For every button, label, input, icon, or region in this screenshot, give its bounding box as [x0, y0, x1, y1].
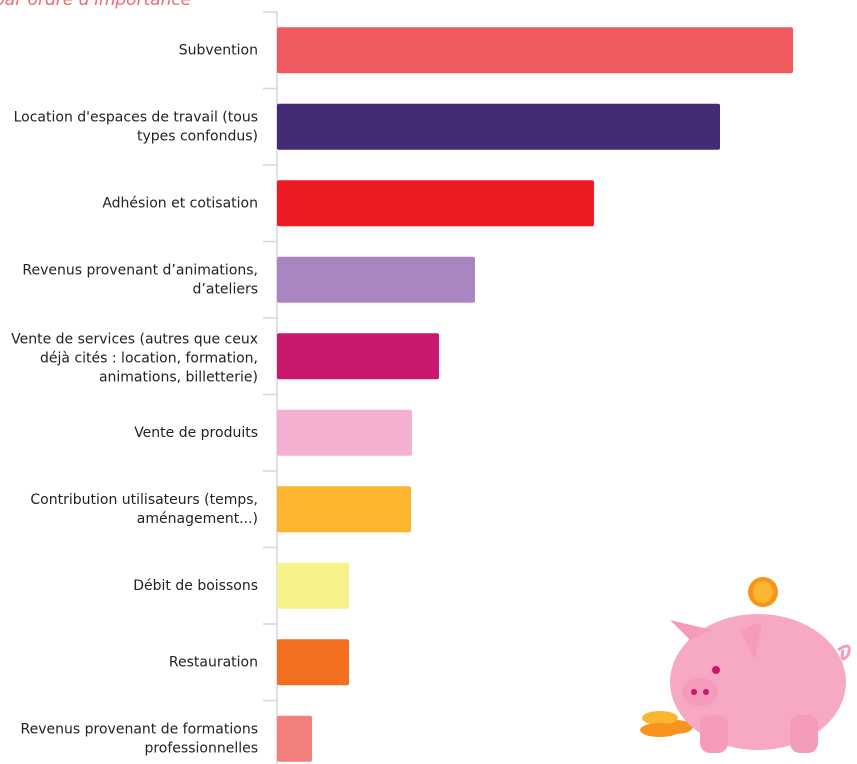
bar [277, 715, 312, 762]
bar [277, 27, 793, 74]
category-label: aménagement...) [137, 511, 258, 527]
category-label: déjà cités : location, formation, [40, 350, 258, 366]
bar [277, 180, 594, 227]
bar [277, 562, 349, 609]
category-label: Revenus provenant de formations [21, 721, 258, 737]
bar [277, 486, 411, 533]
piggy-bank [640, 577, 851, 753]
bar [277, 639, 349, 686]
chart-subtitle: par ordre d'importance [0, 0, 191, 10]
category-label: Location d'espaces de travail (tous [14, 109, 258, 125]
category-label: Restauration [169, 654, 258, 670]
bar [277, 333, 439, 380]
bar [277, 409, 412, 456]
category-label: animations, billetterie) [99, 369, 258, 385]
bar [277, 256, 475, 303]
category-label: Débit de boissons [133, 578, 258, 594]
bar [277, 103, 720, 150]
category-label: professionnelles [144, 740, 258, 756]
category-label: Vente de services (autres que ceux [11, 331, 258, 347]
category-label: types confondus) [137, 128, 258, 144]
category-label: Adhésion et cotisation [102, 195, 258, 211]
category-label: d’ateliers [193, 281, 258, 297]
category-label: Revenus provenant d’animations, [22, 262, 258, 278]
category-label: Subvention [179, 42, 258, 58]
category-label: Vente de produits [134, 425, 258, 441]
category-label: Contribution utilisateurs (temps, [30, 492, 258, 508]
